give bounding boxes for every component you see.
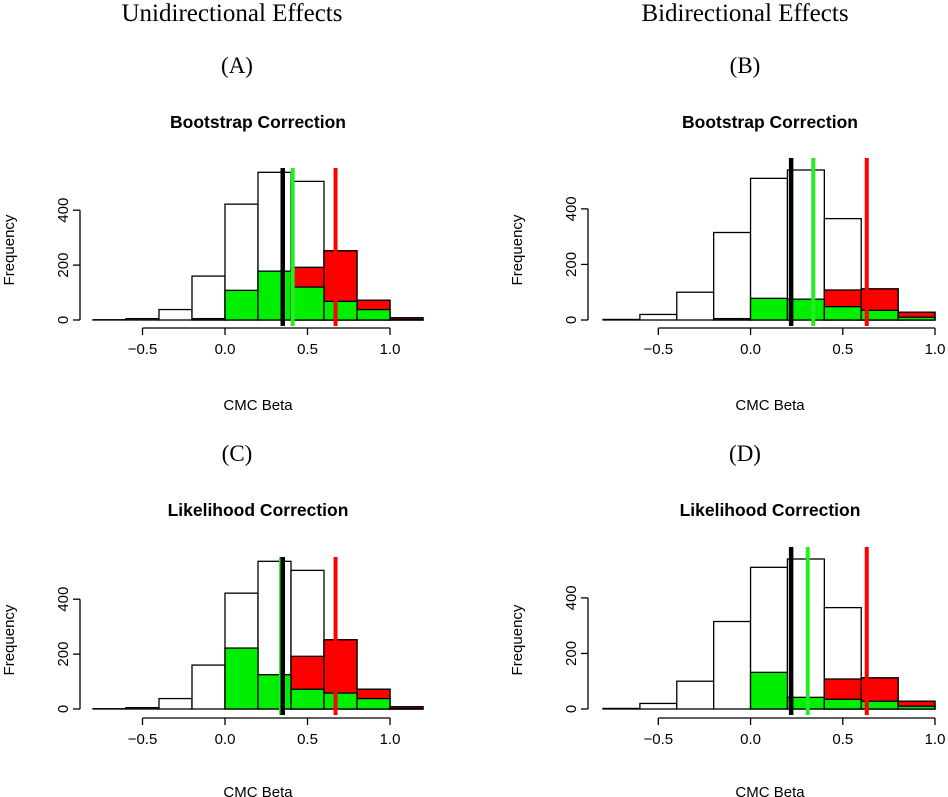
histogram-bar-green <box>257 270 292 321</box>
histogram-bar-total <box>125 706 160 710</box>
panel-b: (B) Bootstrap Correction CMC Beta Freque… <box>509 53 945 414</box>
panel-label: (C) <box>222 441 253 466</box>
y-axis-label: Frequency <box>1 214 18 285</box>
histogram-bar-total <box>191 664 226 710</box>
x-tick-label: 1.0 <box>925 341 946 358</box>
histogram-bar-green <box>823 306 862 321</box>
y-tick-label: 200 <box>563 641 580 666</box>
histogram-bar-total <box>191 275 226 321</box>
histogram-bar-total <box>713 231 752 321</box>
x-tick-label: 0.5 <box>297 341 318 358</box>
histogram-bar-total <box>125 317 160 321</box>
histogram-bar-total <box>639 313 678 321</box>
y-tick-label: 400 <box>55 198 72 223</box>
histogram-bar-green <box>356 697 391 710</box>
histogram-bar-green <box>389 707 424 710</box>
y-tick-label: 0 <box>563 316 580 324</box>
histogram-bar-green <box>823 698 862 710</box>
histogram-bar-green <box>323 692 358 710</box>
panel-c: (C) Likelihood Correction CMC Beta Frequ… <box>1 441 424 797</box>
plot-area: −0.5 0.0 0.5 1.0 0 200 400 <box>55 168 424 358</box>
x-tick-label: −0.5 <box>644 341 674 358</box>
y-tick-label: 0 <box>563 705 580 713</box>
histogram-bar-green <box>257 674 292 710</box>
y-tick-label: 0 <box>55 705 72 713</box>
histogram-bar-total <box>749 177 789 321</box>
panel-title: Bootstrap Correction <box>170 112 346 132</box>
histogram-bar-total <box>639 702 678 710</box>
histogram-bar-total <box>676 291 715 321</box>
histogram-bar-green <box>191 317 226 321</box>
plot-area: −0.5 0.0 0.5 1.0 0 200 400 <box>55 557 424 748</box>
histogram-bar-total <box>158 697 193 710</box>
x-tick-label: 0.0 <box>740 731 761 748</box>
histogram-bar-total <box>602 707 641 710</box>
y-axis-label: Frequency <box>509 604 526 675</box>
histogram-bar-green <box>224 647 259 710</box>
panel-d: (D) Likelihood Correction CMC Beta Frequ… <box>509 441 945 797</box>
histogram-bar-green <box>290 688 325 710</box>
y-tick-label: 200 <box>563 252 580 277</box>
x-tick-label: 0.0 <box>215 341 236 358</box>
panel-label: (D) <box>729 441 761 466</box>
histogram-bar-green <box>860 309 899 321</box>
x-tick-label: 1.0 <box>380 731 401 748</box>
x-tick-label: 0.0 <box>740 341 761 358</box>
x-tick-label: 1.0 <box>925 731 946 748</box>
panel-title: Likelihood Correction <box>168 500 349 520</box>
x-axis-label: CMC Beta <box>223 397 293 414</box>
histogram-bar-total <box>602 318 641 321</box>
x-axis-label: CMC Beta <box>735 784 805 797</box>
y-tick-label: 0 <box>55 316 72 324</box>
panel-title: Bootstrap Correction <box>682 112 858 132</box>
y-tick-label: 400 <box>563 585 580 610</box>
panel-title: Likelihood Correction <box>680 500 861 520</box>
column-heading-unidirectional: Unidirectional Effects <box>122 0 343 27</box>
x-tick-label: 1.0 <box>380 341 401 358</box>
x-tick-label: −0.5 <box>128 731 158 748</box>
y-tick-label: 400 <box>563 196 580 221</box>
y-tick-label: 200 <box>55 253 72 278</box>
histogram-bar-green <box>323 300 358 321</box>
histogram-bar-green <box>897 705 936 710</box>
x-tick-label: −0.5 <box>644 731 674 748</box>
panel-label: (B) <box>730 53 761 78</box>
panel-a: (A) Bootstrap Correction CMC Beta Freque… <box>1 53 424 414</box>
histogram-bar-green <box>749 297 789 321</box>
x-tick-label: 0.5 <box>297 731 318 748</box>
y-tick-label: 200 <box>55 642 72 667</box>
x-tick-label: 0.5 <box>832 341 853 358</box>
column-heading-bidirectional: Bidirectional Effects <box>641 0 848 27</box>
histogram-bar-total <box>786 169 825 321</box>
x-tick-label: 0.5 <box>832 731 853 748</box>
histogram-bar-total <box>676 680 715 710</box>
x-axis-label: CMC Beta <box>735 397 805 414</box>
plot-area: −0.5 0.0 0.5 1.0 0 200 400 <box>563 158 945 358</box>
y-axis-label: Frequency <box>509 214 526 285</box>
plot-area: −0.5 0.0 0.5 1.0 0 200 400 <box>563 547 945 748</box>
x-tick-label: 0.0 <box>215 731 236 748</box>
histogram-bar-green <box>749 671 789 710</box>
histogram-bar-green <box>713 317 752 321</box>
y-axis-label: Frequency <box>1 604 18 675</box>
x-tick-label: −0.5 <box>128 341 158 358</box>
histogram-bar-total <box>713 620 752 710</box>
histogram-bar-green <box>290 286 325 321</box>
histogram-bar-green <box>897 316 936 321</box>
panel-label: (A) <box>221 53 253 78</box>
histogram-bar-green <box>389 318 424 321</box>
histogram-bar-green <box>356 308 391 321</box>
y-tick-label: 400 <box>55 587 72 612</box>
x-axis-label: CMC Beta <box>223 784 293 797</box>
histogram-bar-total <box>158 308 193 321</box>
histogram-bar-green <box>860 700 899 710</box>
histogram-bar-green <box>224 289 259 321</box>
